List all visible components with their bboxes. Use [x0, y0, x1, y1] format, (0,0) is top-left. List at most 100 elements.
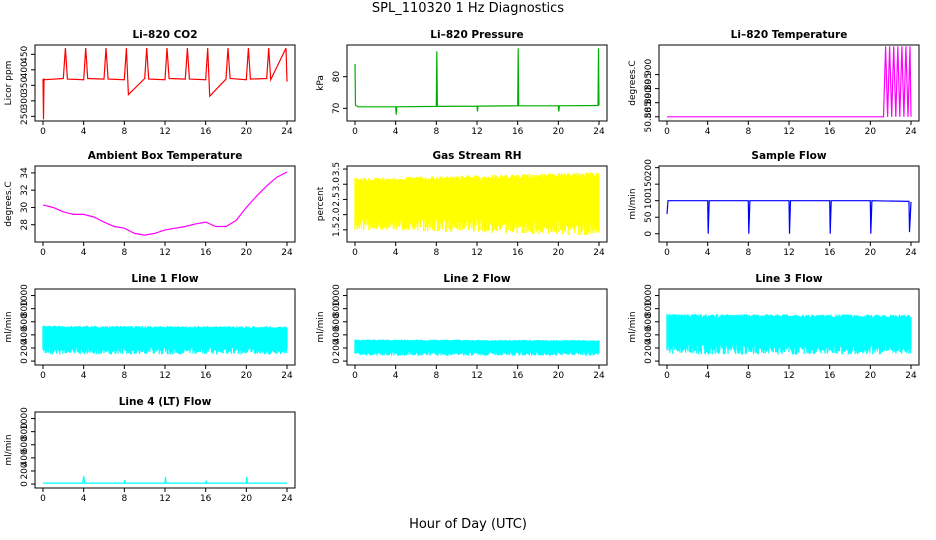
x-tick-label: 4	[81, 248, 87, 258]
x-tick-label: 16	[512, 371, 524, 381]
x-tick-label: 12	[159, 127, 170, 137]
x-tick-label: 20	[865, 371, 877, 381]
x-tick-label: 8	[745, 248, 751, 258]
series-line	[43, 476, 287, 484]
x-tick-label: 16	[824, 248, 836, 258]
x-tick-label: 4	[81, 371, 87, 381]
x-tick-label: 20	[241, 371, 253, 381]
x-tick-label: 16	[512, 248, 524, 258]
x-tick-label: 24	[593, 248, 605, 258]
y-tick-label: 400	[644, 326, 654, 343]
y-tick-label: 50.895	[644, 73, 654, 105]
x-tick-label: 20	[553, 248, 565, 258]
y-tick-label: 600	[332, 313, 342, 330]
y-tick-label: 0	[332, 358, 342, 364]
panel-title: Gas Stream RH	[432, 150, 521, 162]
panel-7: Line 1 Flow ml/min 0 4 8 12 16 20 24 0 20040060080…	[4, 273, 296, 381]
panel-4: Ambient Box Temperature degrees.C 0 4 8 12 16 2…	[4, 150, 296, 258]
x-tick-label: 0	[352, 371, 358, 381]
x-tick-label: 24	[905, 127, 917, 137]
x-tick-label: 8	[121, 371, 127, 381]
x-tick-label: 24	[593, 371, 605, 381]
series-band	[42, 325, 288, 355]
y-tick-label: 200	[20, 339, 30, 356]
series-line	[667, 46, 912, 118]
panel-title: Line 2 Flow	[443, 273, 510, 285]
y-tick-label: 32	[20, 184, 30, 195]
x-tick-label: 0	[352, 127, 358, 137]
panel-title: Line 1 Flow	[131, 273, 198, 285]
panel-title: Line 4 (LT) Flow	[119, 396, 212, 408]
x-tick-label: 4	[705, 371, 711, 381]
y-tick-label: 0	[20, 358, 30, 364]
panel-10: Line 4 (LT) Flow ml/min 0 4 8 12 16 20 24 0 200400…	[4, 396, 296, 504]
y-tick-label: 2.5	[332, 192, 342, 206]
y-tick-label: 1.5	[332, 223, 342, 237]
plot-frame	[34, 288, 296, 366]
plot-frame	[346, 44, 608, 122]
x-tick-label: 8	[433, 127, 439, 137]
x-tick-label: 8	[433, 371, 439, 381]
x-tick-label: 8	[121, 494, 127, 504]
y-tick-label: 600	[20, 313, 30, 330]
x-tick-label: 4	[81, 127, 87, 137]
y-tick-label: 1000	[20, 284, 30, 307]
x-tick-label: 12	[783, 127, 794, 137]
x-tick-label: 16	[824, 127, 836, 137]
y-tick-label: 800	[332, 300, 342, 317]
series-line	[666, 200, 912, 234]
y-axis-label: percent	[316, 186, 326, 221]
x-tick-label: 4	[705, 127, 711, 137]
x-tick-label: 8	[745, 127, 751, 137]
y-tick-label: 1000	[644, 284, 654, 307]
x-tick-label: 20	[865, 248, 877, 258]
y-axis-label: ml/min	[4, 311, 14, 342]
x-tick-label: 16	[200, 494, 212, 504]
y-tick-label: 1000	[332, 284, 342, 307]
x-tick-label: 24	[905, 248, 917, 258]
y-tick-label: 100	[644, 192, 654, 209]
panel-8: Line 2 Flow ml/min 0 4 8 12 16 20 24 0 20040060080…	[316, 273, 608, 381]
x-tick-label: 24	[281, 371, 293, 381]
x-tick-label: 8	[745, 371, 751, 381]
y-tick-label: 400	[20, 61, 30, 78]
x-tick-label: 12	[783, 371, 794, 381]
panel-9: Line 3 Flow ml/min 0 4 8 12 16 20 24 0 20040060080…	[628, 273, 920, 381]
y-tick-label: 400	[20, 326, 30, 343]
y-tick-label: 0	[644, 358, 654, 364]
y-tick-label: 80	[332, 71, 342, 83]
x-tick-label: 0	[664, 248, 670, 258]
y-axis-label: ml/min	[628, 311, 638, 342]
y-tick-label: 0	[644, 231, 654, 237]
x-tick-label: 8	[121, 127, 127, 137]
x-tick-label: 24	[281, 127, 293, 137]
x-tick-label: 0	[40, 248, 46, 258]
plot-frame	[34, 44, 296, 122]
y-tick-label: 200	[20, 462, 30, 479]
y-tick-label: 800	[20, 423, 30, 440]
y-axis-label: ml/min	[628, 188, 638, 219]
panel-title: Line 3 Flow	[755, 273, 822, 285]
y-tick-label: 50	[644, 211, 654, 223]
plot-frame	[658, 288, 920, 366]
panel-5: Gas Stream RH percent 0 4 8 12 16 20 24 1.52.02.5…	[316, 150, 608, 258]
y-tick-label: 200	[644, 339, 654, 356]
x-tick-label: 12	[471, 248, 482, 258]
x-tick-label: 8	[121, 248, 127, 258]
x-tick-label: 12	[471, 127, 482, 137]
x-tick-label: 12	[783, 248, 794, 258]
x-tick-label: 12	[159, 371, 170, 381]
x-tick-label: 4	[81, 494, 87, 504]
x-tick-label: 12	[159, 494, 170, 504]
main-title: SPL_110320 1 Hz Diagnostics	[371, 1, 565, 16]
x-tick-label: 4	[393, 371, 399, 381]
plot-frame	[346, 165, 608, 243]
series-line	[354, 48, 600, 115]
y-tick-label: 400	[20, 449, 30, 466]
y-tick-label: 3.5	[332, 162, 342, 176]
x-tick-label: 0	[40, 371, 46, 381]
y-tick-label: 300	[20, 92, 30, 109]
x-tick-label: 20	[865, 127, 877, 137]
series-line	[42, 47, 288, 120]
